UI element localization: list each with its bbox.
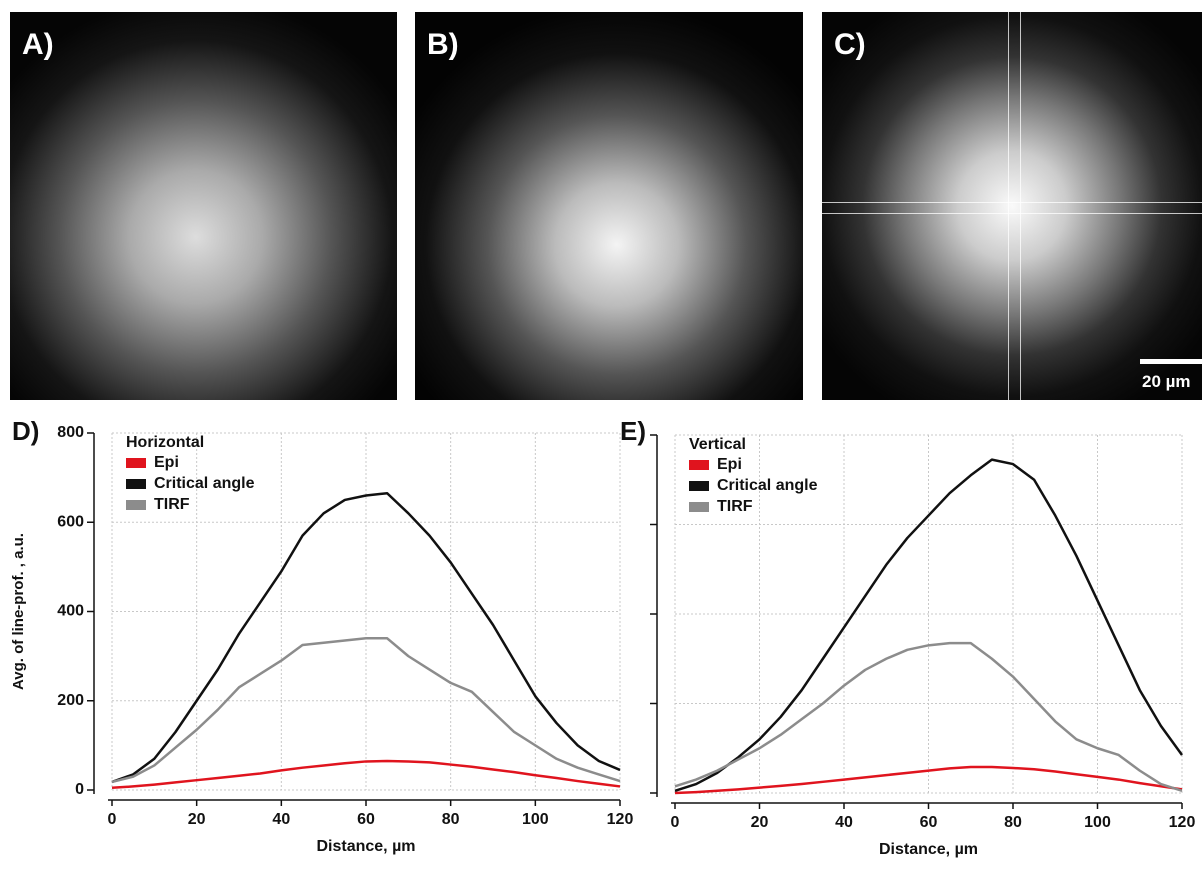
panel-label: D) [12, 416, 39, 446]
legend-title: Vertical [689, 436, 746, 453]
x-axis-label: Distance, µm [879, 841, 978, 858]
x-tick-label: 20 [188, 811, 206, 828]
x-tick-label: 20 [751, 814, 769, 831]
line-series [674, 765, 1183, 795]
legend-label: TIRF [717, 498, 753, 515]
crosshair [822, 202, 1202, 203]
x-tick-label: 120 [1169, 814, 1196, 831]
image-b: B) [415, 12, 803, 400]
y-axis-label: Avg. of line-prof. , a.u. [10, 533, 27, 690]
y-tick-label: 400 [57, 603, 84, 620]
y-tick-label: 800 [57, 424, 84, 441]
line-series [111, 491, 621, 784]
y-tick-label: 0 [75, 781, 84, 798]
y-tick-label: 600 [57, 513, 84, 530]
x-tick-label: 60 [920, 814, 938, 831]
x-axis-label: Distance, µm [316, 838, 415, 855]
x-tick-label: 0 [671, 814, 680, 831]
crosshair [1008, 12, 1009, 400]
legend-swatch [126, 500, 146, 510]
line-series [674, 458, 1184, 792]
x-tick-label: 80 [1004, 814, 1022, 831]
line-series [111, 637, 621, 784]
legend-swatch [689, 502, 709, 512]
panel-label: B) [427, 28, 459, 61]
x-tick-label: 100 [1084, 814, 1111, 831]
y-tick-label: 200 [57, 692, 84, 709]
x-tick-label: 80 [442, 811, 460, 828]
panel-label: E) [620, 416, 646, 446]
legend-label: Epi [154, 454, 179, 471]
legend-swatch [126, 458, 146, 468]
x-tick-label: 0 [108, 811, 117, 828]
x-tick-label: 100 [522, 811, 549, 828]
legend-swatch [126, 479, 146, 489]
x-tick-label: 120 [607, 811, 634, 828]
panel-label: C) [834, 28, 866, 61]
image-c: C) 20 µm [822, 12, 1202, 400]
panel-label: A) [22, 28, 54, 61]
scale-bar-label: 20 µm [1142, 372, 1191, 391]
line-series [674, 641, 1183, 792]
legend-swatch [689, 481, 709, 491]
x-tick-label: 60 [357, 811, 375, 828]
legend-swatch [689, 460, 709, 470]
legend-title: Horizontal [126, 434, 204, 451]
x-tick-label: 40 [272, 811, 290, 828]
line-series [111, 759, 621, 790]
legend-label: Critical angle [154, 475, 255, 492]
x-tick-label: 40 [835, 814, 853, 831]
legend-label: Critical angle [717, 477, 818, 494]
legend-label: Epi [717, 456, 742, 473]
scale-bar [1140, 359, 1202, 364]
legend-label: TIRF [154, 496, 190, 513]
crosshair [822, 213, 1202, 214]
image-a: A) [10, 12, 397, 400]
crosshair [1020, 12, 1021, 400]
